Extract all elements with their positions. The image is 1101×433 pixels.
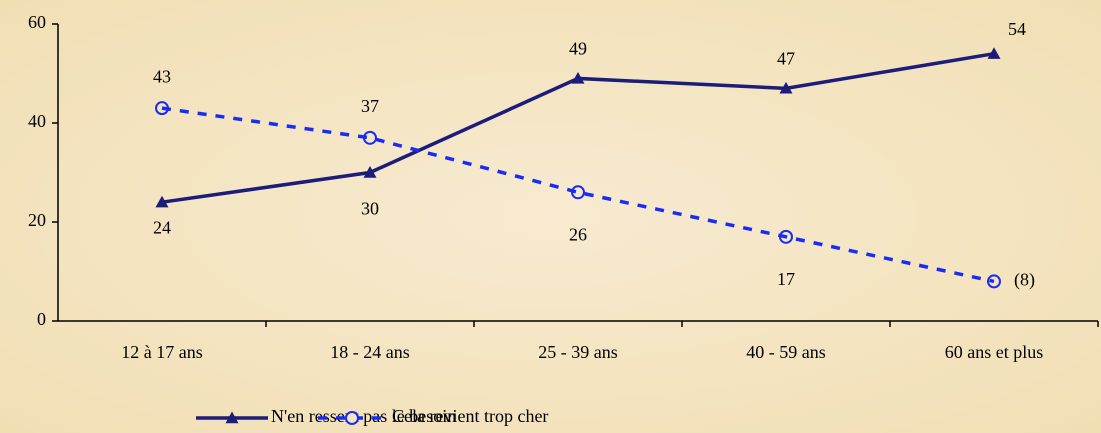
data-label: 30: [361, 199, 379, 219]
marker: [779, 229, 793, 244]
y-tick-label: 40: [28, 111, 46, 131]
marker: [779, 81, 793, 94]
marker: [571, 71, 585, 84]
legend-marker: [225, 411, 239, 424]
data-label: 47: [777, 48, 795, 68]
x-tick-label: 40 - 59 ans: [746, 342, 826, 362]
marker: [155, 195, 169, 208]
y-tick-label: 20: [28, 210, 46, 230]
legend-label: N'en ressent pas le besoin: [271, 406, 456, 426]
x-tick-label: 60 ans et plus: [945, 342, 1044, 362]
series-line: [161, 106, 995, 284]
y-tick-label: 60: [28, 12, 46, 32]
marker: [987, 47, 1001, 59]
legend-label: Cela revient trop cher: [392, 406, 548, 426]
x-tick-label: 12 à 17 ans: [121, 342, 202, 362]
data-label: 17: [777, 269, 795, 289]
y-tick-label: 0: [37, 309, 46, 329]
legend-marker: [345, 411, 359, 425]
marker: [363, 166, 377, 178]
data-label: 37: [361, 96, 379, 116]
data-label: 24: [153, 217, 171, 237]
marker: [363, 130, 377, 145]
data-label: 43: [153, 66, 171, 86]
x-tick-label: 25 - 39 ans: [538, 342, 618, 362]
marker: [987, 274, 1001, 289]
x-tick-label: 18 - 24 ans: [330, 342, 410, 362]
data-label: (8): [1014, 270, 1035, 291]
data-label: 54: [1008, 19, 1026, 39]
marker: [571, 185, 585, 200]
marker: [155, 101, 169, 116]
data-label: 49: [569, 39, 587, 59]
data-label: 26: [569, 224, 587, 244]
